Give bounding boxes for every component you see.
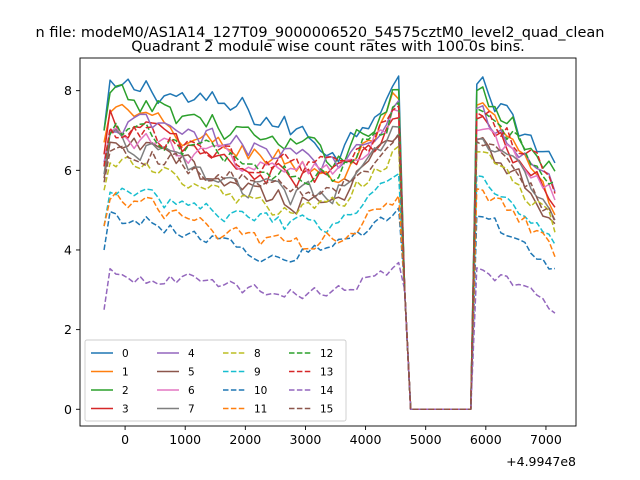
axes-frame xyxy=(79,57,577,427)
y-tick-label: 2 xyxy=(64,322,72,337)
legend-label-6: 6 xyxy=(188,385,195,397)
legend-label-0: 0 xyxy=(122,348,129,360)
legend-label-3: 3 xyxy=(122,404,129,416)
legend-label-9: 9 xyxy=(254,367,261,379)
series-line-8 xyxy=(103,145,556,411)
legend-label-4: 4 xyxy=(188,348,195,360)
x-tick-label: 4000 xyxy=(350,432,382,447)
series-line-9 xyxy=(103,173,556,411)
legend-label-1: 1 xyxy=(122,367,129,379)
series-line-10 xyxy=(103,207,556,411)
series-line-7 xyxy=(103,125,556,411)
plot-lines xyxy=(103,75,556,411)
y-tick-label: 0 xyxy=(64,402,72,417)
series-line-6 xyxy=(103,108,556,411)
legend-label-10: 10 xyxy=(254,385,267,397)
legend-label-13: 13 xyxy=(320,367,333,379)
legend-label-5: 5 xyxy=(188,367,195,379)
series-line-14 xyxy=(103,261,556,411)
x-tick-label: 1000 xyxy=(169,432,201,447)
y-tick-label: 4 xyxy=(64,242,72,257)
x-tick-label: 7000 xyxy=(530,432,562,447)
legend-label-8: 8 xyxy=(254,348,261,360)
legend-label-14: 14 xyxy=(320,385,334,397)
y-tick-label: 6 xyxy=(64,163,72,178)
series-line-12 xyxy=(103,102,556,411)
x-tick-label: 3000 xyxy=(290,432,322,447)
series-line-2 xyxy=(103,83,556,411)
legend-label-7: 7 xyxy=(188,404,195,416)
legend-box xyxy=(84,339,347,422)
figure-suptitle: n file: modeM0/AS1A14_127T09_9000006520_… xyxy=(36,25,605,41)
series-line-13 xyxy=(103,105,556,411)
chart-title: Quadrant 2 module wise count rates with … xyxy=(131,39,525,55)
x-offset-label: +4.9947e8 xyxy=(506,454,576,469)
axes: 0 1000 2000 3000 4000 5000 6000 7000 0 2 4 6 8 +4.994… xyxy=(64,57,577,469)
legend-label-12: 12 xyxy=(320,348,333,360)
series-line-0 xyxy=(103,75,556,411)
series-line-3 xyxy=(103,109,556,411)
legend-label-11: 11 xyxy=(254,404,267,416)
x-tick-label: 0 xyxy=(121,432,129,447)
series-line-15 xyxy=(103,132,556,411)
x-tick-label: 6000 xyxy=(470,432,502,447)
legend-label-2: 2 xyxy=(122,385,129,397)
y-tick-label: 8 xyxy=(64,83,72,98)
x-tick-label: 5000 xyxy=(410,432,442,447)
series-line-11 xyxy=(103,188,556,411)
legend-label-15: 15 xyxy=(320,404,333,416)
x-tick-label: 2000 xyxy=(229,432,261,447)
